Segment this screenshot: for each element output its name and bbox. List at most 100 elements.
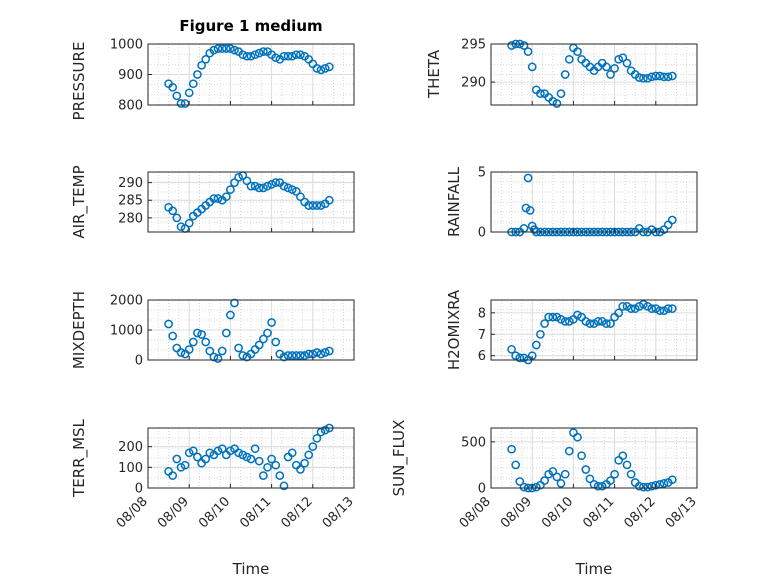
- data-point: [316, 65, 326, 75]
- data-point: [655, 306, 665, 316]
- data-point: [634, 73, 644, 82]
- data-point: [271, 460, 281, 470]
- data-point: [639, 299, 648, 309]
- data-point: [531, 340, 541, 350]
- data-point: [291, 50, 301, 60]
- y-tick-label: 1000: [110, 38, 143, 53]
- data-point: [271, 337, 281, 347]
- axis-xlabel-left: Time: [232, 560, 270, 578]
- data-point: [226, 310, 235, 320]
- data-point: [283, 351, 293, 360]
- data-point: [287, 51, 297, 61]
- data-point: [602, 319, 611, 328]
- data-point: [308, 442, 318, 451]
- y-tick-label: 290: [461, 76, 486, 91]
- data-point: [519, 41, 529, 50]
- data-point: [655, 71, 665, 81]
- data-point: [188, 446, 198, 456]
- data-point: [597, 481, 607, 491]
- data-point: [610, 64, 619, 73]
- data-point: [597, 317, 607, 326]
- data-point: [201, 337, 211, 347]
- data-point: [254, 340, 264, 350]
- data-point: [184, 345, 194, 354]
- x-tick-label: 08/13: [320, 494, 357, 531]
- x-tick-label: 08/10: [539, 494, 576, 531]
- data-point: [647, 72, 657, 82]
- data-point: [283, 51, 293, 61]
- data-point: [610, 469, 619, 479]
- data-point: [259, 183, 268, 193]
- data-point: [552, 99, 562, 108]
- data-point: [213, 446, 223, 456]
- data-point: [246, 51, 256, 61]
- data-point: [548, 312, 558, 322]
- data-point: [651, 480, 661, 490]
- y-tick-label: 900: [118, 68, 143, 83]
- y-tick-label: 8: [478, 306, 486, 321]
- subplot-7: 0 100 200 08/08 08/09 08/10 08/11 08/12 08/13: [114, 423, 357, 531]
- data-point: [197, 60, 206, 70]
- data-point: [606, 319, 615, 328]
- data-point: [205, 346, 215, 356]
- ylabel-group-7: TERR_MSL: [70, 418, 89, 497]
- data-point: [254, 456, 264, 466]
- axis-ylabel-air-temp: AIR_TEMP: [70, 165, 89, 238]
- data-point: [217, 44, 227, 53]
- data-point: [560, 469, 570, 479]
- subplot-3: 280 285 290: [118, 171, 355, 233]
- data-point: [614, 308, 624, 318]
- subplot-4: 05: [478, 166, 698, 241]
- x-tick-label: 08/13: [663, 494, 700, 531]
- data-point: [271, 178, 281, 187]
- data-point: [581, 465, 591, 474]
- data-point: [312, 433, 322, 443]
- ylabel-group-5: MIXDEPTH: [70, 291, 88, 369]
- data-point: [197, 330, 206, 339]
- data-point: [259, 471, 268, 480]
- data-point: [176, 348, 186, 357]
- data-point: [246, 454, 256, 464]
- y-tick-label: 0: [135, 354, 143, 369]
- data-point: [667, 304, 677, 313]
- data-point: [172, 213, 182, 223]
- data-point: [184, 218, 194, 228]
- y-tick-label: 0: [135, 482, 143, 497]
- y-tick-label: 6: [478, 349, 486, 364]
- data-point: [230, 45, 239, 55]
- axis-ylabel-terr-msl: TERR_MSL: [70, 418, 89, 497]
- data-point: [291, 351, 301, 360]
- data-point: [585, 319, 595, 328]
- data-point: [238, 351, 248, 360]
- data-point: [267, 318, 276, 327]
- axis-ylabel-mixdepth: MIXDEPTH: [70, 291, 88, 369]
- data-point: [238, 450, 248, 460]
- x-tick-label: 08/11: [580, 494, 617, 531]
- data-point: [312, 64, 322, 73]
- x-tick-label: 08/11: [237, 494, 274, 531]
- data-point: [234, 448, 243, 458]
- data-point: [507, 41, 516, 50]
- data-point: [168, 82, 178, 92]
- y-tick-label: 295: [461, 38, 486, 53]
- y-tick-label: 2000: [110, 294, 143, 309]
- data-point: [324, 62, 334, 72]
- data-point: [213, 194, 223, 203]
- data-point: [523, 47, 533, 56]
- data-point: [320, 348, 330, 357]
- data-point: [259, 334, 268, 344]
- data-point: [606, 476, 615, 485]
- data-point: [304, 349, 314, 359]
- data-point: [659, 225, 669, 234]
- data-point: [164, 319, 173, 329]
- data-point: [560, 70, 570, 79]
- y-tick-label: 285: [118, 194, 143, 209]
- subplot-2: 290 295: [461, 38, 698, 108]
- axis-ylabel-pressure: PRESSURE: [70, 42, 88, 121]
- y-tick-label: 100: [118, 461, 143, 476]
- axis-ylabel-sun-flux: SUN_FLUX: [390, 420, 409, 497]
- data-point: [308, 201, 318, 210]
- x-tick-label: 08/10: [196, 494, 233, 531]
- data-point: [217, 346, 227, 356]
- data-point: [659, 306, 669, 316]
